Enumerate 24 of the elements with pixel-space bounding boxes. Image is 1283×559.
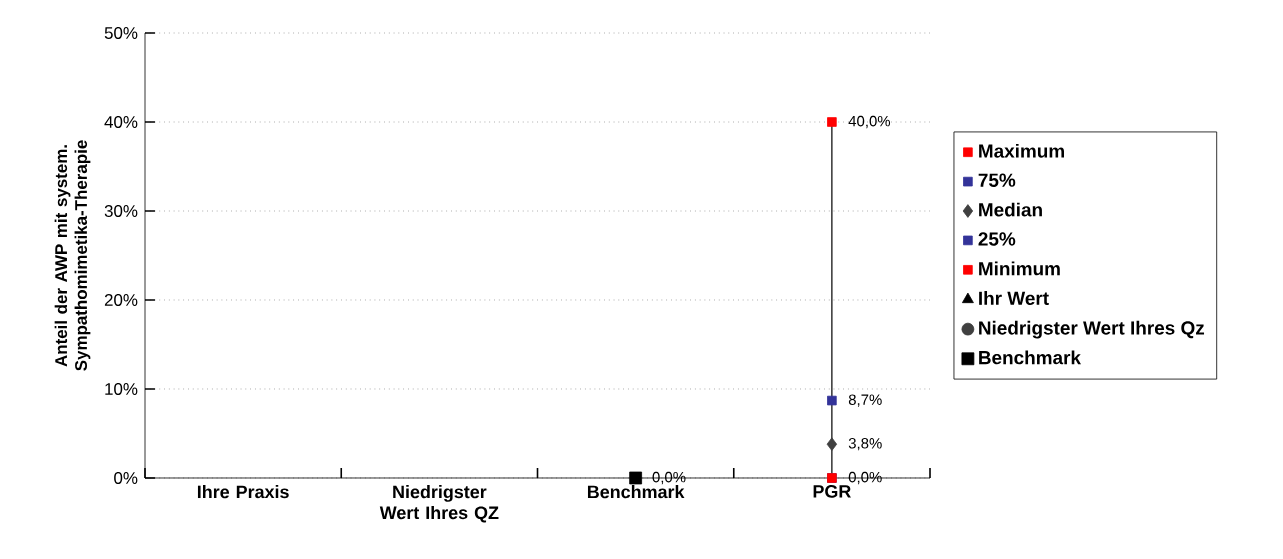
y-tick-label: 20% <box>104 294 138 306</box>
data-label: 8,7% <box>848 394 882 407</box>
y-tick-label: 30% <box>104 205 138 217</box>
x-tick-label: Benchmark <box>587 485 685 499</box>
y-tick-label: 40% <box>104 116 138 128</box>
x-tick-label: Ihre Praxis <box>197 485 289 499</box>
data-label: 0,0% <box>652 471 686 485</box>
y-tick-label: 0% <box>114 472 138 484</box>
y-tick-label: 50% <box>104 27 138 39</box>
legend-label: Minimum <box>979 261 1060 276</box>
legend-label: Ihr Wert <box>979 291 1049 306</box>
y-tick-label: 10% <box>105 383 138 395</box>
data-label: 3,8% <box>848 438 882 451</box>
data-label: 0,0% <box>848 471 882 485</box>
x-tick-label: Niedrigster Wert Ihres QZ <box>379 485 499 523</box>
data-label: 40,0% <box>848 115 891 129</box>
y-axis-title: Anteil der AWP mit system. Sympathomimetika-Therapie <box>54 140 91 371</box>
legend-label: Maximum <box>979 143 1064 158</box>
legend-label: Benchmark <box>979 350 1081 365</box>
x-tick-label: PGR <box>813 485 851 498</box>
legend-label: 25% <box>978 232 1016 246</box>
legend-label: Niedrigster Wert Ihres Qz <box>979 320 1205 339</box>
legend-label: Median <box>979 202 1042 217</box>
legend-label: 75% <box>978 173 1016 187</box>
